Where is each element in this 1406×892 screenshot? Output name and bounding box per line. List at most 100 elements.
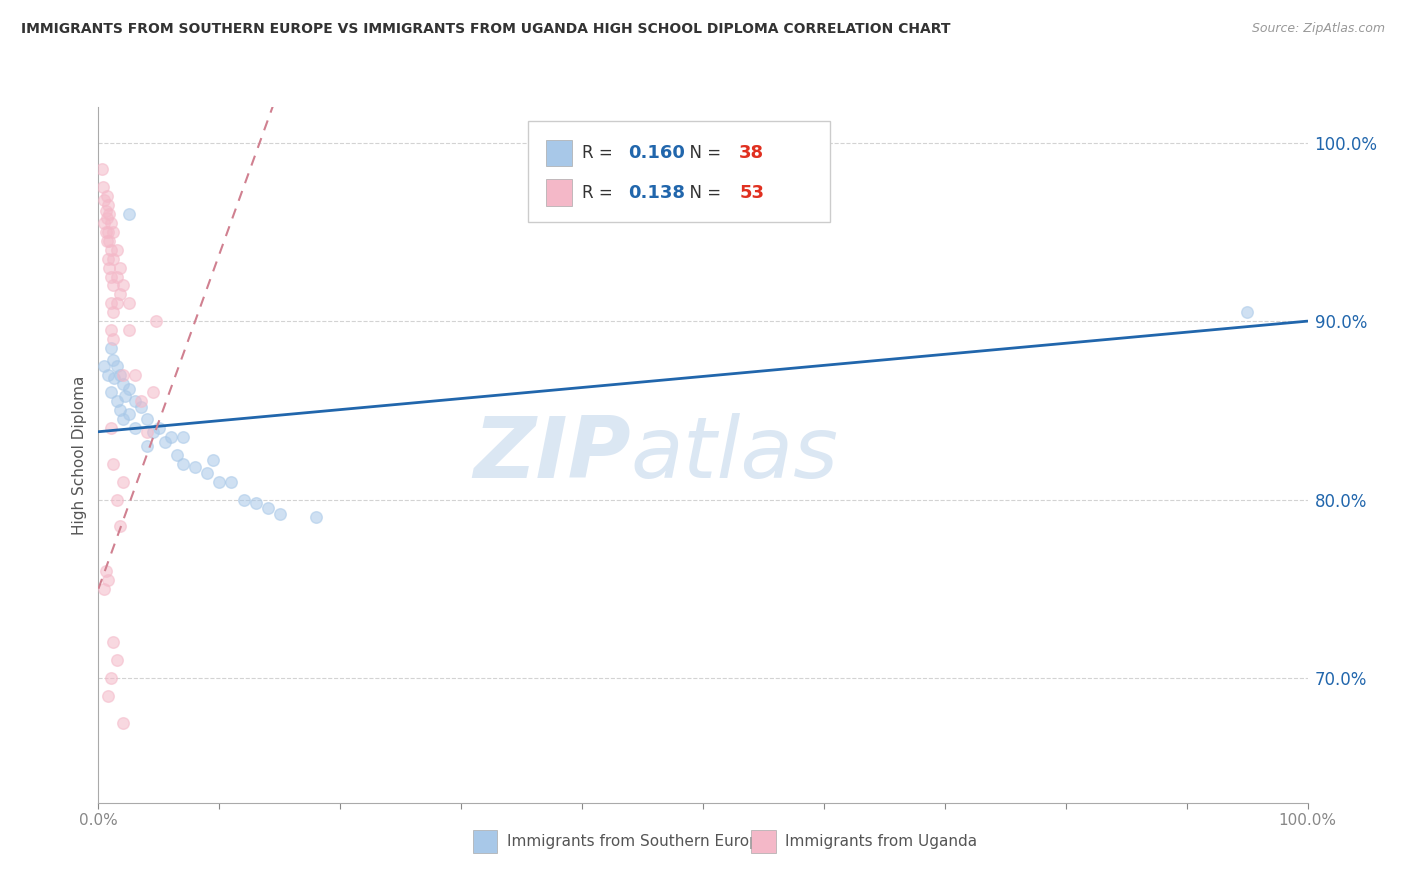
- Point: [94, 225, 117, 239]
- Point: [124, 421, 146, 435]
- Point: [105, 359, 128, 373]
- Text: N =: N =: [679, 184, 725, 202]
- Point: [111, 475, 134, 489]
- Point: [202, 453, 225, 467]
- Point: [135, 439, 157, 453]
- Point: [101, 353, 124, 368]
- Point: [111, 278, 134, 293]
- Point: [97, 225, 120, 239]
- Point: [91, 180, 114, 194]
- FancyBboxPatch shape: [546, 179, 572, 206]
- Text: 53: 53: [740, 184, 765, 202]
- Point: [101, 457, 124, 471]
- Point: [105, 492, 128, 507]
- FancyBboxPatch shape: [474, 830, 498, 853]
- Point: [101, 278, 124, 293]
- Point: [111, 376, 134, 391]
- Point: [97, 368, 120, 382]
- Point: [245, 496, 267, 510]
- Text: ZIP: ZIP: [472, 413, 630, 497]
- Point: [160, 430, 183, 444]
- Text: IMMIGRANTS FROM SOUTHERN EUROPE VS IMMIGRANTS FROM UGANDA HIGH SCHOOL DIPLOMA CO: IMMIGRANTS FROM SOUTHERN EUROPE VS IMMIG…: [21, 22, 950, 37]
- Text: R =: R =: [582, 184, 619, 202]
- Point: [108, 260, 131, 275]
- Point: [100, 216, 122, 230]
- Point: [305, 510, 328, 524]
- Point: [101, 252, 124, 266]
- Point: [108, 287, 131, 301]
- Point: [114, 389, 136, 403]
- Point: [105, 296, 128, 310]
- Y-axis label: High School Diploma: High School Diploma: [72, 376, 87, 534]
- Point: [221, 475, 243, 489]
- Point: [94, 564, 117, 578]
- Point: [101, 332, 124, 346]
- Point: [97, 689, 120, 703]
- Point: [93, 582, 115, 596]
- Point: [100, 323, 122, 337]
- Text: Immigrants from Uganda: Immigrants from Uganda: [785, 834, 977, 849]
- Point: [101, 225, 124, 239]
- Point: [101, 305, 124, 319]
- Point: [97, 573, 120, 587]
- Point: [97, 198, 120, 212]
- Text: 0.138: 0.138: [628, 184, 685, 202]
- Point: [111, 412, 134, 426]
- Point: [105, 653, 128, 667]
- Point: [103, 371, 125, 385]
- Text: 0.160: 0.160: [628, 144, 685, 162]
- Point: [96, 189, 118, 203]
- Point: [96, 234, 118, 248]
- Text: R =: R =: [582, 144, 619, 162]
- Point: [101, 635, 124, 649]
- Text: N =: N =: [679, 144, 725, 162]
- Point: [108, 403, 131, 417]
- Point: [98, 234, 121, 248]
- Point: [94, 203, 117, 218]
- Point: [118, 382, 141, 396]
- Point: [184, 460, 207, 475]
- Point: [100, 296, 122, 310]
- Text: Source: ZipAtlas.com: Source: ZipAtlas.com: [1251, 22, 1385, 36]
- Point: [145, 314, 167, 328]
- FancyBboxPatch shape: [751, 830, 776, 853]
- Point: [129, 394, 152, 409]
- Point: [91, 162, 114, 177]
- Point: [148, 421, 170, 435]
- Point: [111, 368, 134, 382]
- Text: 38: 38: [740, 144, 765, 162]
- Text: atlas: atlas: [630, 413, 838, 497]
- Point: [118, 323, 141, 337]
- Point: [111, 715, 134, 730]
- Point: [172, 457, 194, 471]
- Point: [269, 507, 291, 521]
- Point: [142, 425, 165, 439]
- Point: [100, 671, 122, 685]
- Point: [135, 425, 157, 439]
- Point: [118, 207, 141, 221]
- Point: [118, 296, 141, 310]
- Point: [100, 269, 122, 284]
- Point: [1236, 305, 1258, 319]
- Point: [93, 216, 115, 230]
- Point: [195, 466, 218, 480]
- Point: [100, 421, 122, 435]
- Point: [108, 368, 131, 382]
- Point: [135, 412, 157, 426]
- Point: [105, 243, 128, 257]
- Point: [100, 385, 122, 400]
- Point: [100, 243, 122, 257]
- Point: [105, 394, 128, 409]
- Point: [118, 407, 141, 421]
- Point: [166, 448, 188, 462]
- Point: [96, 211, 118, 225]
- FancyBboxPatch shape: [527, 121, 830, 222]
- Point: [105, 269, 128, 284]
- Point: [124, 394, 146, 409]
- Point: [256, 501, 278, 516]
- Point: [208, 475, 231, 489]
- Point: [124, 368, 146, 382]
- Point: [100, 341, 122, 355]
- Point: [153, 435, 176, 450]
- Point: [93, 359, 115, 373]
